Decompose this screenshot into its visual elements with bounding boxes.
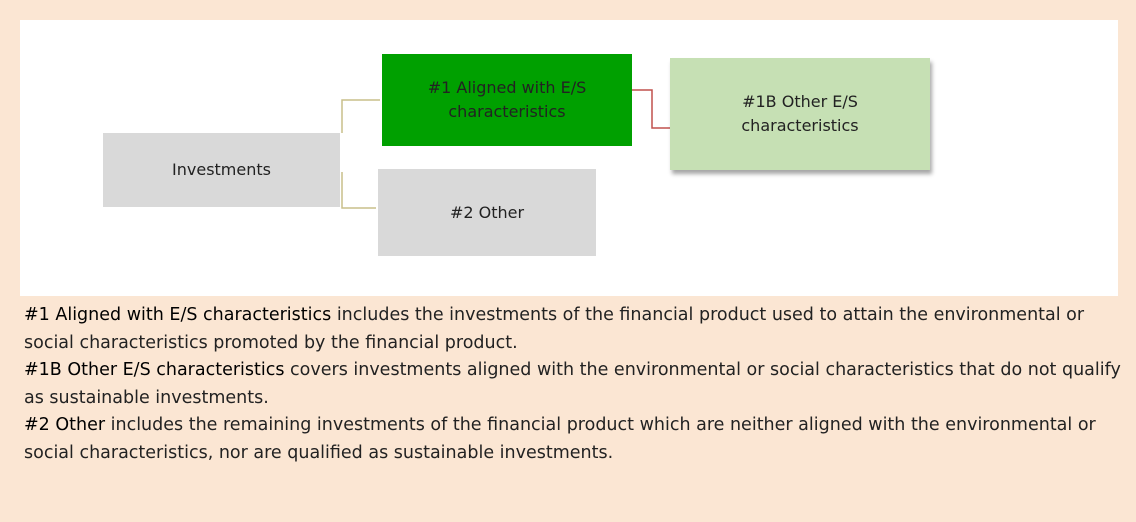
- descriptions: #1 Aligned with E/S characteristics incl…: [24, 302, 1124, 467]
- description: #2 Other includes the remaining investme…: [24, 412, 1124, 467]
- term: #1B Other E/S characteristics: [24, 360, 285, 380]
- node: Investments: [103, 133, 340, 207]
- term: #2 Other: [24, 415, 106, 435]
- text: covers investments aligned with the envi…: [24, 360, 1121, 408]
- description: #1B Other E/S characteristics covers inv…: [24, 357, 1124, 412]
- text: includes the remaining investments of th…: [24, 415, 1096, 463]
- connectors: [341, 89, 670, 209]
- connector: [341, 99, 380, 133]
- node: #1 Aligned with E/S characteristics: [382, 54, 632, 146]
- description: #1 Aligned with E/S characteristics incl…: [24, 302, 1124, 357]
- term: #1 Aligned with E/S characteristics: [24, 305, 332, 325]
- node: #2 Other: [378, 169, 596, 256]
- node: #1B Other E/S characteristics: [670, 58, 930, 170]
- connector: [632, 89, 670, 129]
- text: includes the investments of the financia…: [24, 305, 1085, 353]
- connector: [341, 172, 376, 209]
